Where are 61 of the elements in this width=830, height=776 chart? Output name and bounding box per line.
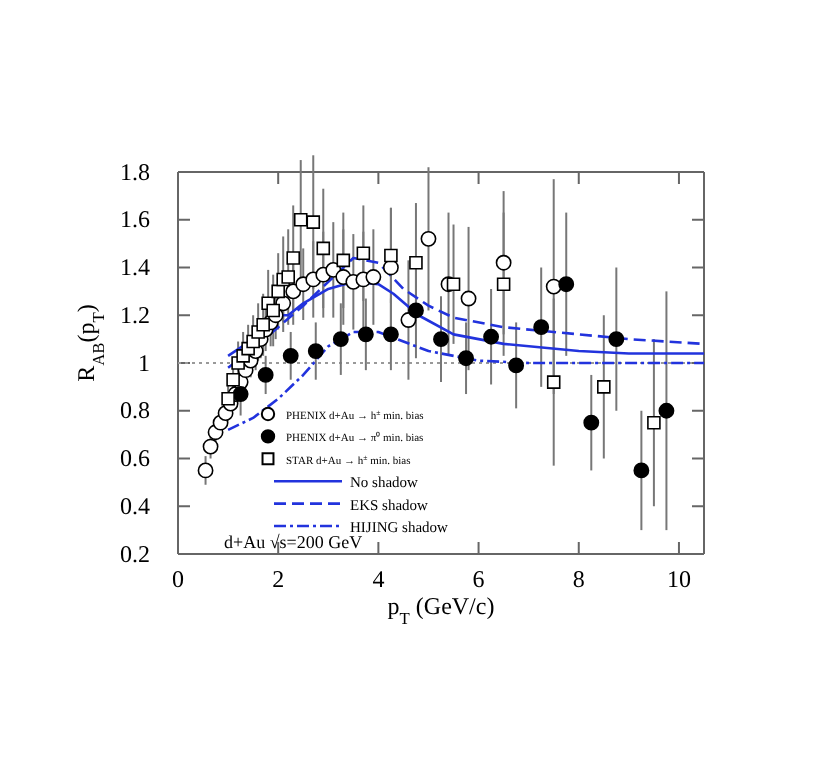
x-tick-label: 4 — [372, 565, 385, 594]
point — [384, 248, 398, 263]
point — [307, 343, 324, 359]
y-tick-label: 0.4 — [120, 491, 150, 520]
point — [316, 241, 331, 256]
y-tick-label: 0.2 — [120, 539, 150, 568]
point — [293, 212, 308, 227]
point — [533, 319, 550, 336]
point — [583, 414, 600, 431]
y-tick-label: 1.6 — [120, 205, 150, 234]
point — [483, 328, 500, 345]
point — [221, 392, 235, 406]
point — [608, 331, 625, 348]
point — [408, 302, 424, 319]
point — [365, 269, 382, 285]
point — [420, 230, 437, 247]
point — [496, 277, 511, 292]
point — [508, 357, 525, 374]
point — [271, 284, 285, 299]
y-tick-label: 1.2 — [120, 300, 150, 329]
point — [332, 331, 349, 348]
point — [446, 277, 461, 292]
point — [202, 438, 219, 455]
point — [597, 380, 611, 394]
point — [197, 462, 214, 479]
point — [495, 254, 512, 271]
point — [306, 215, 321, 229]
x-tick-label: 2 — [272, 565, 285, 594]
y-tick-label: 0.8 — [120, 396, 150, 425]
point — [382, 326, 399, 343]
point — [458, 350, 474, 367]
line-series — [226, 256, 706, 370]
x-tick-label: 6 — [472, 565, 485, 594]
point — [257, 367, 274, 383]
point — [266, 303, 280, 318]
y-tick-label: 1.4 — [120, 253, 150, 282]
x-tick-label: 0 — [172, 565, 184, 594]
point — [256, 318, 270, 332]
point — [460, 290, 477, 307]
point — [282, 347, 299, 364]
y-tick-label: 1.8 — [120, 157, 150, 186]
point — [357, 326, 374, 343]
x-axis-title: p$_{T}$ (GeV/c) — [387, 592, 495, 627]
point — [658, 402, 675, 419]
point — [633, 462, 650, 479]
point — [558, 276, 575, 293]
point — [546, 375, 561, 389]
x-tick-label: 10 — [666, 565, 691, 594]
point — [409, 255, 423, 270]
point — [232, 386, 249, 402]
point — [433, 331, 449, 348]
y-tick-label: 0.6 — [120, 444, 150, 473]
annotation: d+Au √s=200 GeV — [224, 532, 364, 552]
point — [286, 251, 301, 265]
point — [226, 372, 240, 387]
x-tick-label: 8 — [572, 565, 585, 594]
point — [336, 253, 351, 268]
point — [356, 246, 371, 260]
point — [647, 415, 661, 430]
y-tick-label: 1 — [138, 348, 150, 377]
point — [281, 270, 296, 284]
